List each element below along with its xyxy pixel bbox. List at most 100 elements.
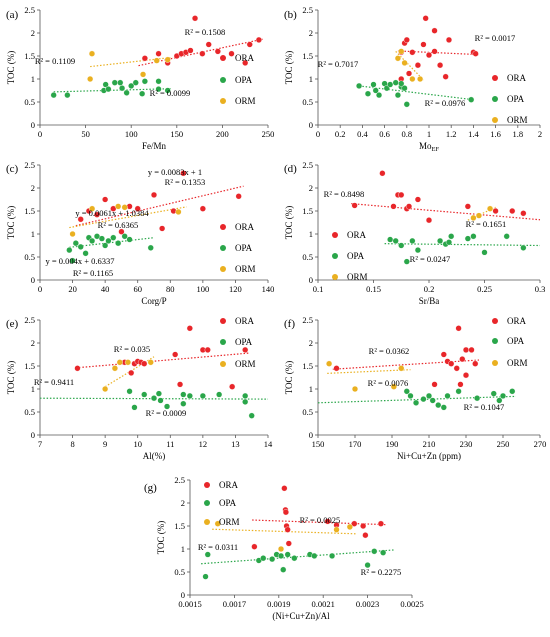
y-tick-label: 1.5 <box>302 206 313 216</box>
chart-panel-g: (g) 0 0.5 1 1.5 2 2.5 0.0015 0.0017 0.0019 0.0021 0… <box>144 475 424 621</box>
data-point-ora <box>362 532 369 539</box>
y-axis-label: TOC (%) <box>284 206 294 240</box>
x-tick-label: 0.25 <box>477 284 492 294</box>
data-point-ora <box>351 202 358 209</box>
annotation-label: R² = 0.1651 <box>466 219 507 229</box>
data-point-orm <box>398 365 405 372</box>
trendline-opa <box>201 549 395 565</box>
x-tick-label: 0.3 <box>535 284 546 294</box>
data-point-ora <box>235 193 242 200</box>
trendline-ora <box>75 185 244 227</box>
data-point-opa <box>429 397 436 404</box>
data-point-ora <box>509 207 516 215</box>
y-tick-label: 1.5 <box>24 206 35 216</box>
x-tick-label: 1 <box>427 129 431 139</box>
data-point-opa <box>269 556 276 563</box>
data-point-orm <box>409 75 416 83</box>
data-point-opa <box>82 250 89 257</box>
legend-marker-orm <box>332 274 338 280</box>
data-point-ora <box>141 55 148 62</box>
chart-panel-e: (e) 0 0.5 1 1.5 2 2.5 7 8 9 10 11 12 13 14 TOC (%) Al(%)… <box>6 315 273 461</box>
data-point-ora <box>204 346 211 354</box>
data-point-ora <box>414 62 422 69</box>
data-point-opa <box>180 400 187 407</box>
y-tick-label: 2.5 <box>24 315 35 325</box>
y-tick-label: 0.5 <box>24 97 35 107</box>
x-axis-label: Corg/P <box>141 296 166 306</box>
panel-label: (f) <box>284 318 295 330</box>
data-point-ora <box>199 50 206 57</box>
x-tick-label: 20 <box>68 284 77 294</box>
x-tick-label: 80 <box>166 284 175 294</box>
y-tick-label: 1 <box>309 384 313 394</box>
data-point-opa <box>163 403 171 410</box>
data-point-ora <box>77 216 84 223</box>
x-axis-label-main: Ni+Cu+Zn (ppm) <box>397 451 461 461</box>
x-tick-label: 10 <box>133 439 142 449</box>
data-point-orm <box>333 526 340 533</box>
legend-label-ora: ORA <box>235 222 255 232</box>
data-point-orm <box>115 203 122 210</box>
x-axis-label: MoEF <box>419 141 439 153</box>
annotation-label: R² = 0.1353 <box>165 177 206 187</box>
x-tick-label: 0.8 <box>401 129 412 139</box>
data-point-opa <box>141 391 148 398</box>
data-point-opa <box>392 237 399 245</box>
y-tick-label: 1.5 <box>302 361 313 371</box>
y-axis-label: TOC (%) <box>6 51 16 85</box>
data-point-ora <box>281 485 288 492</box>
y-tick-label: 2.5 <box>174 475 185 485</box>
data-point-opa <box>437 237 444 245</box>
data-point-opa <box>392 79 399 86</box>
data-point-opa <box>118 85 126 92</box>
panel-label: (d) <box>284 163 297 175</box>
data-point-opa <box>155 390 162 397</box>
data-point-opa <box>364 561 371 569</box>
data-point-opa <box>280 566 287 573</box>
y-tick-label: 1.5 <box>24 51 35 61</box>
legend-marker-opa <box>220 245 226 251</box>
data-point-opa <box>509 388 516 395</box>
y-axis-label: TOC (%) <box>284 51 294 85</box>
data-point-opa <box>157 397 164 404</box>
y-tick-label: 0.5 <box>302 407 313 417</box>
legend-label-orm: ORM <box>235 359 256 369</box>
data-point-opa <box>455 388 462 395</box>
data-point-ora <box>442 73 449 80</box>
x-tick-label: 1.6 <box>490 129 501 139</box>
data-point-opa <box>141 78 148 85</box>
trendline-ora <box>252 519 386 526</box>
data-point-opa <box>111 79 118 86</box>
data-point-ora <box>431 48 438 55</box>
legend-marker-opa <box>492 96 498 102</box>
data-point-orm <box>486 205 494 212</box>
data-point-ora <box>199 205 206 212</box>
data-point-ora <box>285 540 292 547</box>
legend-label-opa: OPA <box>347 251 365 261</box>
data-point-opa <box>64 91 71 99</box>
data-point-opa <box>123 89 130 96</box>
data-point-ora <box>462 346 470 354</box>
data-point-ora <box>414 196 422 203</box>
y-tick-label: 0 <box>309 120 313 130</box>
annotation-label: R² = 0.2275 <box>361 567 402 577</box>
x-axis-label: Ni+Cu+Zn (ppm) <box>397 451 461 461</box>
legend-label-ora: ORA <box>219 480 239 490</box>
data-point-opa <box>164 87 171 94</box>
data-point-opa <box>425 392 433 400</box>
data-point-opa <box>414 247 422 254</box>
x-tick-label: 230 <box>460 439 473 449</box>
y-tick-label: 2 <box>181 498 185 508</box>
x-tick-label: 13 <box>231 439 240 449</box>
data-point-orm <box>116 359 123 366</box>
data-point-ora <box>176 381 184 388</box>
y-tick-label: 2 <box>31 338 35 348</box>
data-point-opa <box>102 81 109 88</box>
annotation-label: y = 0.0083x + 1 <box>148 167 202 177</box>
data-point-opa <box>147 244 154 251</box>
data-point-ora <box>420 41 427 48</box>
y-tick-label: 0 <box>31 120 35 130</box>
x-axis-label-main: Al(%) <box>143 451 166 461</box>
data-point-opa <box>248 412 255 419</box>
data-point-orm <box>175 208 182 216</box>
